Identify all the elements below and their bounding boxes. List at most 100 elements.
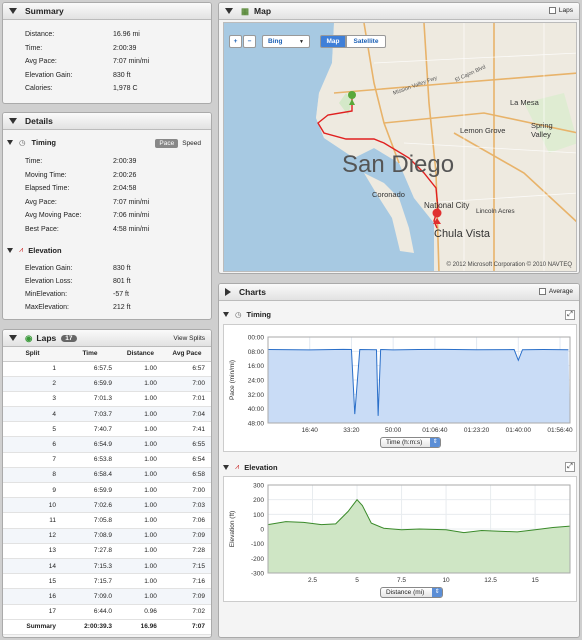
table-row[interactable]: 13 7:27.8 1.00 7:28: [3, 543, 211, 559]
zoom-in-button[interactable]: +: [229, 35, 242, 48]
table-cell: 7:04: [162, 406, 211, 423]
checkbox-icon[interactable]: [538, 288, 546, 296]
pace-toggle[interactable]: Pace: [155, 139, 179, 148]
pace-speed-toggle[interactable]: Pace Speed: [155, 139, 205, 148]
table-cell: 7:16: [162, 573, 211, 590]
zoom-out-button[interactable]: −: [243, 35, 256, 48]
park-area: [524, 93, 576, 153]
charts-header[interactable]: Charts Average: [219, 284, 579, 301]
table-row[interactable]: 15 7:15.7 1.00 7:16: [3, 573, 211, 590]
table-cell: 7:09: [162, 528, 211, 544]
table-row[interactable]: 1 6:57.5 1.00 6:57: [3, 361, 211, 377]
y-tick-label: -200: [251, 556, 264, 563]
satellite-mode-button[interactable]: Satellite: [346, 35, 386, 48]
table-cell: 1.00: [118, 573, 163, 590]
table-row[interactable]: 4 7:03.7 1.00 7:04: [3, 406, 211, 423]
map-view[interactable]: + − Bing ▼ Map Satellite San Diego Chula …: [223, 22, 577, 272]
elevation-xaxis-select[interactable]: Distance (mi) ⇕: [380, 587, 444, 598]
map-header[interactable]: ▦ Map Laps: [219, 3, 579, 20]
timing-chart-header[interactable]: ◷ Timing: [223, 310, 271, 319]
map-label-lemon-grove: Lemon Grove: [460, 126, 506, 135]
expand-chart-icon[interactable]: ⤢: [565, 310, 575, 320]
table-row[interactable]: 7 6:53.8 1.00 6:54: [3, 452, 211, 468]
updown-arrow-icon: ⇕: [430, 438, 441, 447]
timing-subheader[interactable]: ◷ Timing: [7, 138, 56, 147]
x-tick-label: 01:06:40: [422, 427, 448, 434]
collapse-triangle-icon[interactable]: [9, 335, 17, 341]
table-cell: 7:03: [162, 497, 211, 514]
timing-stat-label: Elapsed Time:: [25, 185, 70, 192]
table-row[interactable]: 3 7:01.3 1.00 7:01: [3, 391, 211, 408]
table-cell: 1.00: [118, 421, 163, 438]
laps-column-header[interactable]: Distance: [118, 347, 163, 362]
table-row[interactable]: 6 6:54.9 1.00 6:55: [3, 436, 211, 453]
table-cell: 9: [3, 482, 62, 499]
laps-column-header[interactable]: Avg Pace: [162, 347, 211, 362]
finish-marker-icon[interactable]: [432, 208, 442, 218]
laps-column-header[interactable]: Split: [3, 347, 62, 362]
table-cell: 5: [3, 421, 62, 438]
clock-icon: ◷: [235, 310, 242, 319]
laps-header[interactable]: ◉ Laps 17 View Splits: [3, 330, 211, 347]
table-cell: 6:55: [162, 436, 211, 453]
x-tick-label: 16:40: [302, 427, 319, 434]
collapse-triangle-icon[interactable]: [9, 118, 17, 124]
collapse-triangle-icon[interactable]: [223, 312, 229, 317]
timing-chart: 00:00 08:00 16:00 24:00 32:00 40:00 48:00 16:40…: [223, 324, 577, 452]
timing-stat-value: 2:00:26: [113, 171, 137, 179]
table-cell: 7: [3, 452, 62, 468]
table-row[interactable]: 9 6:59.9 1.00 7:00: [3, 482, 211, 499]
table-cell: 11: [3, 512, 62, 529]
laps-table: Split Time Distance Avg Pace 1 6:57.5 1.00 6:5…: [3, 347, 211, 635]
details-header[interactable]: Details: [3, 113, 211, 130]
timing-xaxis-select[interactable]: Time (h:m:s) ⇕: [380, 437, 442, 448]
table-cell: 7:09.0: [61, 588, 118, 605]
table-cell: 6:44.0: [61, 604, 118, 620]
pace-area: [268, 349, 570, 423]
y-tick-label: -100: [251, 541, 264, 548]
start-marker-icon[interactable]: [348, 91, 356, 99]
table-row[interactable]: 8 6:58.4 1.00 6:58: [3, 467, 211, 484]
collapse-triangle-icon[interactable]: [223, 464, 229, 470]
table-row[interactable]: 10 7:02.6 1.00 7:03: [3, 497, 211, 514]
speed-toggle[interactable]: Speed: [182, 140, 201, 147]
y-tick-label: 00:00: [248, 335, 265, 342]
map-provider-select[interactable]: Bing ▼: [262, 35, 310, 48]
table-row[interactable]: 16 7:09.0 1.00 7:09: [3, 588, 211, 605]
table-cell: 7:27.8: [61, 543, 118, 559]
expand-triangle-icon[interactable]: [225, 288, 231, 296]
average-checkbox[interactable]: Average: [538, 288, 573, 296]
laps-count-badge: 17: [61, 334, 77, 342]
map-label-la-mesa: La Mesa: [510, 98, 539, 107]
summary-stat-label: Avg Pace:: [25, 58, 57, 65]
collapse-triangle-icon[interactable]: [7, 247, 13, 253]
x-tick-label: 33:20: [343, 427, 360, 434]
laps-column-header[interactable]: Time: [61, 347, 118, 362]
collapse-triangle-icon[interactable]: [225, 8, 233, 14]
table-row[interactable]: 5 7:40.7 1.00 7:41: [3, 421, 211, 438]
table-row[interactable]: 2 6:59.9 1.00 7:00: [3, 376, 211, 392]
collapse-triangle-icon[interactable]: [9, 8, 17, 14]
expand-chart-icon[interactable]: ⤢: [565, 462, 575, 472]
y-tick-label: 200: [253, 497, 264, 504]
table-row[interactable]: 11 7:05.8 1.00 7:06: [3, 512, 211, 529]
elevation-stat-value: 212 ft: [113, 304, 131, 311]
elevation-subheader[interactable]: ⩘ Elevation: [7, 245, 62, 255]
view-splits-link[interactable]: View Splits: [173, 334, 205, 342]
table-cell: 7:40.7: [61, 421, 118, 438]
table-cell: 13: [3, 543, 62, 559]
table-row[interactable]: 12 7:08.9 1.00 7:09: [3, 528, 211, 544]
elevation-series-line: [267, 498, 571, 534]
table-cell: 6:59.9: [61, 482, 118, 499]
table-row[interactable]: 14 7:15.3 1.00 7:15: [3, 558, 211, 575]
table-cell: 8: [3, 467, 62, 484]
laps-checkbox[interactable]: Laps: [548, 7, 573, 15]
summary-header[interactable]: Summary: [3, 3, 211, 20]
summary-stat-label: Time:: [25, 44, 43, 52]
elevation-chart-header[interactable]: ⩘ Elevation: [223, 462, 278, 472]
map-mode-button[interactable]: Map: [320, 35, 346, 48]
summary-stat-label: Distance:: [25, 31, 55, 38]
checkbox-icon[interactable]: [548, 7, 556, 15]
table-row[interactable]: 17 6:44.0 0.96 7:02: [3, 604, 211, 620]
collapse-triangle-icon[interactable]: [7, 140, 13, 145]
